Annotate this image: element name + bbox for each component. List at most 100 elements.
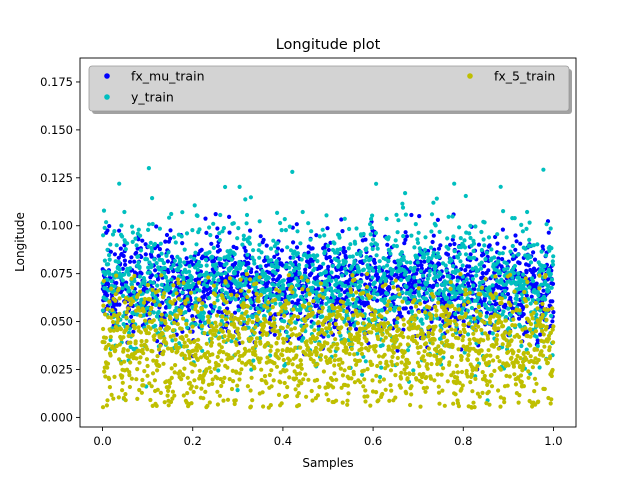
data-point — [146, 227, 151, 232]
data-point — [377, 269, 382, 274]
data-point — [112, 284, 117, 289]
data-point — [501, 309, 506, 314]
data-point — [462, 302, 467, 307]
data-point — [276, 392, 282, 397]
data-point — [352, 277, 357, 282]
data-point — [179, 234, 184, 239]
data-point — [435, 251, 440, 256]
data-point — [334, 300, 340, 305]
data-point — [135, 246, 140, 251]
data-point — [146, 331, 151, 336]
data-point — [319, 265, 324, 270]
data-point — [514, 293, 519, 298]
data-point — [548, 226, 553, 231]
data-point — [520, 229, 526, 234]
data-point — [543, 279, 548, 284]
data-point — [169, 211, 174, 217]
data-point — [338, 292, 343, 297]
data-point — [347, 351, 352, 357]
data-point — [240, 340, 245, 345]
data-point — [248, 228, 253, 233]
data-point — [311, 358, 316, 363]
data-point — [479, 266, 484, 271]
data-point — [192, 290, 197, 295]
data-point — [395, 362, 400, 367]
data-point — [449, 327, 454, 332]
data-point — [450, 214, 455, 219]
data-point — [151, 318, 156, 323]
data-point — [295, 314, 301, 319]
data-point — [417, 372, 422, 377]
data-point — [333, 337, 338, 342]
data-point — [287, 224, 292, 229]
data-point — [496, 259, 501, 264]
data-point — [397, 292, 402, 297]
data-point — [394, 324, 399, 329]
data-point — [221, 339, 226, 344]
data-point — [370, 213, 375, 218]
data-point — [133, 339, 138, 344]
data-point — [352, 352, 357, 357]
data-point — [159, 251, 164, 256]
data-point — [267, 270, 272, 275]
data-point — [310, 246, 315, 251]
data-point — [219, 318, 224, 324]
data-point — [411, 268, 416, 274]
data-point — [494, 341, 499, 346]
data-point — [152, 257, 157, 262]
data-point — [482, 220, 487, 225]
data-point — [438, 351, 443, 356]
data-point — [219, 383, 224, 389]
data-point — [257, 360, 262, 365]
data-point — [212, 304, 217, 309]
data-point — [145, 289, 150, 294]
data-point — [147, 311, 152, 316]
data-point — [378, 360, 383, 365]
data-point — [170, 348, 175, 354]
data-point — [227, 230, 232, 235]
data-point — [285, 385, 290, 390]
data-point — [229, 312, 234, 318]
data-point — [271, 316, 276, 321]
data-point — [121, 335, 126, 340]
data-point — [298, 345, 303, 350]
data-point — [165, 393, 170, 398]
data-point — [462, 299, 467, 304]
data-point — [433, 223, 438, 228]
data-point — [357, 305, 362, 310]
data-point — [534, 334, 539, 339]
data-point — [405, 342, 410, 347]
data-point — [336, 289, 341, 294]
data-point — [162, 400, 167, 405]
data-point — [180, 210, 185, 215]
data-point — [425, 366, 430, 371]
data-point — [511, 350, 516, 355]
data-point — [284, 330, 289, 335]
data-point — [357, 268, 362, 274]
data-point — [235, 284, 240, 289]
data-point — [456, 303, 461, 308]
data-point — [256, 295, 261, 300]
data-point — [550, 299, 555, 304]
data-point — [107, 385, 112, 390]
data-point — [177, 369, 182, 374]
data-point — [184, 231, 190, 236]
data-point — [127, 319, 132, 324]
data-point — [416, 309, 422, 314]
data-point — [135, 396, 140, 401]
data-point — [110, 232, 116, 237]
data-point — [184, 318, 189, 323]
data-point — [484, 378, 489, 383]
data-point — [437, 288, 442, 293]
data-point — [370, 362, 375, 367]
data-point — [401, 234, 406, 239]
data-point — [262, 374, 268, 379]
data-point — [473, 224, 478, 229]
data-point — [512, 216, 517, 221]
data-point — [130, 285, 135, 290]
data-point — [226, 353, 231, 358]
data-point — [172, 258, 177, 263]
data-point — [404, 270, 409, 275]
data-point — [476, 296, 481, 301]
data-point — [116, 395, 121, 400]
